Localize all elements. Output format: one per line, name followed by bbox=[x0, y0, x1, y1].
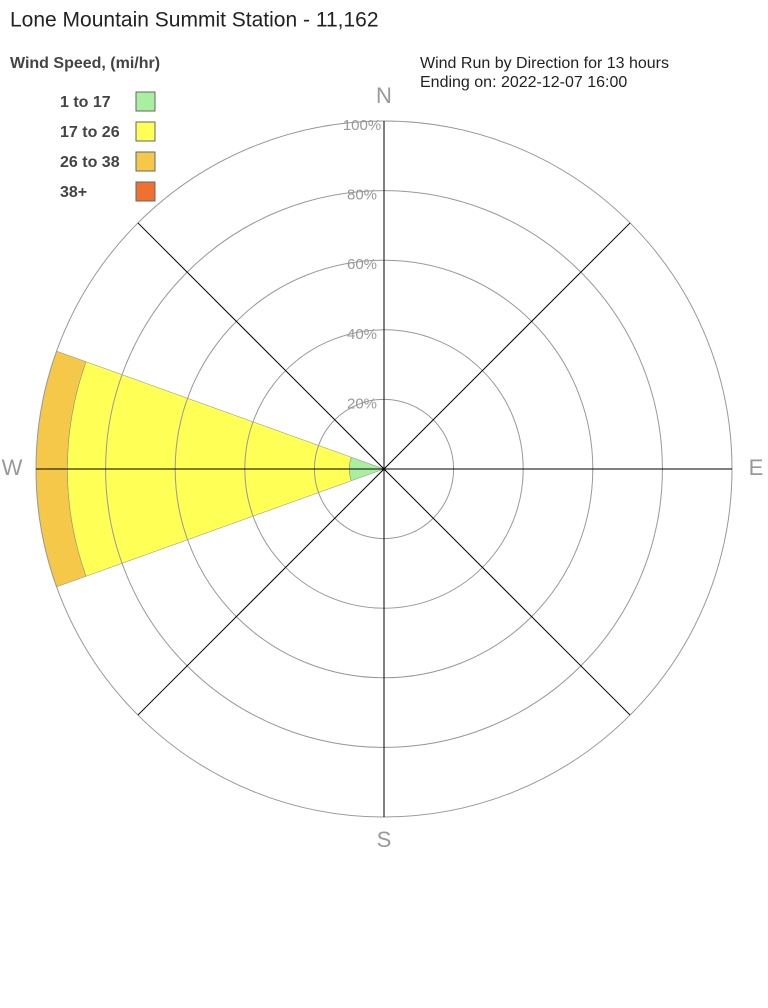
spoke bbox=[137, 468, 385, 716]
spoke bbox=[383, 222, 631, 470]
subtitle: Wind Run by Direction for 13 hours bbox=[420, 55, 669, 72]
legend-swatch bbox=[135, 151, 156, 172]
subtitle: Ending on: 2022-12-07 16:00 bbox=[420, 74, 627, 91]
spoke bbox=[137, 222, 385, 470]
legend-label: 38+ bbox=[60, 184, 87, 201]
ring-label: 100% bbox=[343, 117, 381, 134]
ring-label: 60% bbox=[347, 256, 377, 273]
direction-label: S bbox=[377, 827, 392, 852]
legend-title: Wind Speed, (mi/hr) bbox=[10, 55, 160, 72]
legend-label: 17 to 26 bbox=[60, 124, 120, 141]
spoke bbox=[383, 468, 631, 716]
legend-swatch bbox=[135, 121, 156, 142]
direction-label: N bbox=[376, 83, 392, 108]
direction-label: E bbox=[749, 455, 764, 480]
legend-label: 1 to 17 bbox=[60, 94, 111, 111]
ring-label: 80% bbox=[347, 187, 377, 204]
ring-label: 20% bbox=[347, 395, 377, 412]
ring-label: 40% bbox=[347, 326, 377, 343]
legend-swatch bbox=[135, 181, 156, 202]
legend-swatch bbox=[135, 91, 156, 112]
legend-label: 26 to 38 bbox=[60, 154, 120, 171]
chart-title: Lone Mountain Summit Station - 11,162 bbox=[10, 9, 379, 32]
direction-label: W bbox=[2, 455, 23, 480]
